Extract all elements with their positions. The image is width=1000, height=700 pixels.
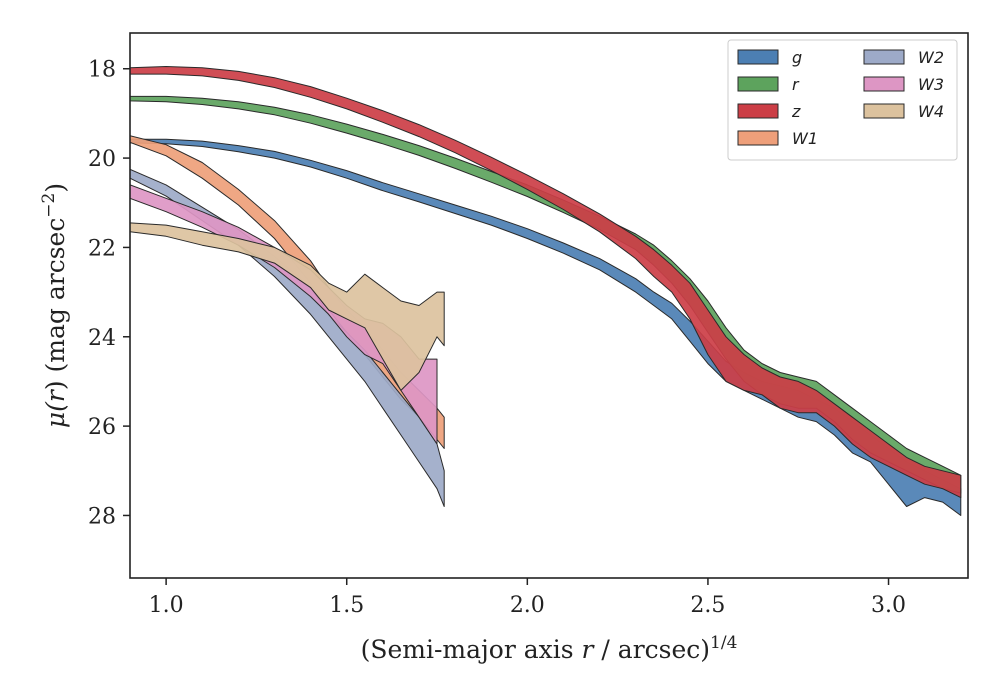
y-tick-label: 28 [88, 504, 116, 529]
legend-entry-w4: W4 [863, 102, 944, 121]
legend-box [727, 39, 958, 161]
legend-label: g [792, 48, 802, 67]
x-tick-label: 1.5 [329, 593, 364, 618]
series-band-w1 [130, 135, 445, 449]
legend-label: z [791, 102, 801, 121]
legend-entry-w3: W3 [863, 75, 944, 94]
series-band-w4 [130, 222, 445, 391]
legend-entry-g: g [737, 48, 802, 67]
legend-swatch [863, 76, 905, 92]
legend-entry-r: r [737, 75, 800, 94]
x-axis-label-sup: 1/4 [710, 633, 737, 653]
y-axis-label-sup: −2 [39, 193, 59, 218]
legend-swatch [737, 49, 779, 65]
x-axis-label-var: r [582, 635, 596, 664]
y-axis-label-var: r [41, 388, 70, 402]
ticks-layer: 1.0 1.5 2.0 2.5 3.0 18 20 22 24 26 28 [88, 58, 906, 618]
y-axis-label-end: ) [41, 183, 70, 193]
legend-swatch [737, 103, 779, 119]
legend-swatch [863, 49, 905, 65]
y-tick-label: 22 [88, 236, 116, 261]
x-axis-label: (Semi-major axis r / arcsec)1/4 [361, 633, 738, 664]
legend-label: W1 [792, 129, 818, 148]
x-tick-label: 1.0 [149, 593, 184, 618]
y-tick-label: 24 [88, 326, 116, 351]
legend-label: W3 [918, 75, 944, 94]
x-tick-label: 3.0 [871, 593, 906, 618]
legend-label: W4 [918, 102, 944, 121]
y-tick-label: 26 [88, 415, 116, 440]
legend-swatch [737, 130, 779, 146]
x-tick-label: 2.0 [510, 593, 545, 618]
legend-entries: grz W1 W2 W3 W4 [737, 48, 944, 148]
y-axis-label-mu: μ( [41, 401, 70, 428]
legend-label: r [792, 75, 800, 94]
y-axis-label: μ(r) (mag arcsec−2) [39, 183, 70, 428]
y-axis-label-mid: ) (mag arcsec [41, 218, 70, 391]
series-band-z [130, 66, 962, 499]
legend-entry-z: z [737, 102, 801, 121]
x-axis-label-mid: / arcsec) [593, 635, 710, 664]
legend: grz W1 W2 W3 W4 [727, 39, 958, 161]
legend-label: W2 [918, 48, 944, 67]
legend-entry-w1: W1 [737, 129, 818, 148]
y-tick-label: 20 [88, 147, 116, 172]
y-tick-label: 18 [88, 58, 116, 83]
legend-entry-w2: W2 [863, 48, 944, 67]
series-band-g [130, 138, 962, 516]
x-axis-label-prefix: (Semi-major axis [361, 635, 582, 664]
plot-frame [129, 32, 969, 579]
x-tick-label: 2.5 [690, 593, 725, 618]
legend-swatch [863, 103, 905, 119]
legend-swatch [737, 76, 779, 92]
series-layer [130, 66, 962, 516]
